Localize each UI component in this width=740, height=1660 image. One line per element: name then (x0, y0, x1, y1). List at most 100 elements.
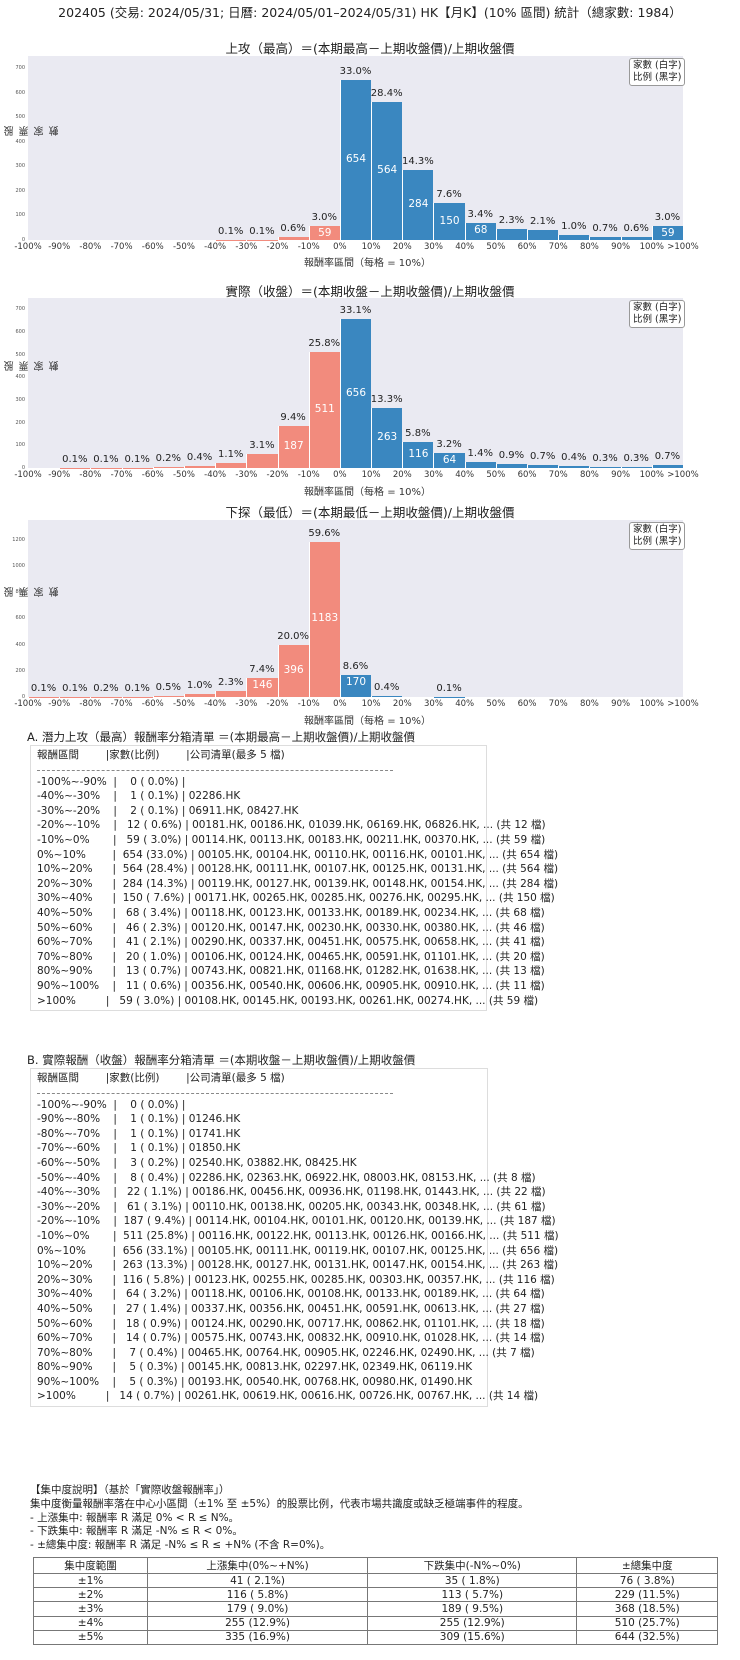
bar (527, 464, 559, 468)
list-item: 40%~50% | 68 ( 3.4%) | 00118.HK, 00123.H… (37, 906, 545, 919)
notes-heading: 【集中度說明】（基於「實際收盤報酬率」） (30, 1484, 230, 1496)
list-item: -20%~-10% | 12 ( 0.6%) | 00181.HK, 00186… (37, 819, 546, 832)
y-tick: 200 (15, 187, 25, 194)
bar: 64 (433, 453, 465, 468)
x-tick: 20% (392, 470, 412, 480)
bar-percent-label: 2.3% (218, 677, 244, 689)
x-tick: -10% (297, 242, 320, 252)
y-tick: 600 (15, 615, 25, 622)
legend-ratio-label: 比例 (黑字) (633, 536, 682, 547)
x-tick: -30% (235, 699, 258, 709)
x-tick: 60% (517, 470, 537, 480)
bar (651, 464, 683, 468)
bar: 150 (433, 203, 465, 240)
list-item: 70%~80% | 20 ( 1.0%) | 00106.HK, 00124.H… (37, 950, 545, 963)
list-item: 50%~60% | 18 ( 0.9%) | 00124.HK, 00290.H… (37, 1317, 545, 1330)
bar: 511 (308, 352, 340, 468)
bar-percent-label: 0.1% (218, 225, 244, 237)
list-item: 60%~70% | 41 ( 2.1%) | 00290.HK, 00337.H… (37, 936, 545, 949)
y-tick: 400 (15, 641, 25, 648)
y-tick: 0 (21, 237, 25, 243)
y-tick: 200 (15, 419, 25, 426)
bar-percent-label: 3.4% (467, 209, 493, 221)
bar-count: 396 (283, 664, 304, 677)
x-tick: 90% (611, 470, 631, 480)
y-tick: 300 (15, 397, 25, 403)
table-cell: 255 (12.9%) (146, 1615, 369, 1631)
bar (215, 239, 247, 241)
legend-ratio-label: 比例 (黑字) (633, 314, 682, 325)
bar (152, 695, 184, 697)
x-tick: 80% (579, 470, 599, 480)
bar: 284 (402, 170, 434, 240)
list-item: 30%~40% | 150 ( 7.6%) | 00171.HK, 00265.… (37, 892, 555, 905)
bar-percent-label: 59.6% (308, 527, 341, 539)
x-tick: -40% (204, 470, 227, 480)
section-b-list: 報酬區間 |家數(比例) |公司清單(最多 5 檔) -100%~-90% | … (30, 1068, 559, 1408)
x-tick: 20% (392, 699, 412, 709)
bar (246, 454, 278, 468)
notes-desc: 集中度衡量報酬率落在中心小區間（±1% 至 ±5%）的股票比例，代表市場共識度或… (30, 1497, 529, 1510)
bar: 146 (246, 677, 278, 697)
list-item: 90%~100% | 5 ( 0.3%) | 00193.HK, 00540.H… (37, 1375, 473, 1388)
bar-percent-label: 0.1% (30, 682, 57, 694)
bar-percent-label: 0.1% (124, 682, 150, 694)
list-item: 90%~100% | 11 ( 0.6%) | 00356.HK, 00540.… (37, 979, 545, 992)
bar-count: 284 (408, 198, 429, 211)
table-cell: 255 (12.9%) (367, 1615, 578, 1631)
list-item: 0%~10% | 654 (33.0%) | 00105.HK, 00104.H… (37, 848, 559, 861)
table-cell: ±2% (33, 1587, 148, 1603)
x-axis-label: 報酬率區間（每格 = 10%） (304, 716, 431, 727)
bar-count: 656 (345, 386, 366, 399)
x-tick: -10% (297, 699, 320, 709)
list-item: -30%~-20% | 61 ( 3.1%) | 00110.HK, 00138… (37, 1200, 546, 1213)
x-tick: -90% (48, 242, 71, 252)
x-tick: -60% (141, 699, 164, 709)
x-tick: 30% (424, 242, 443, 252)
x-tick: -60% (141, 242, 164, 252)
bar (527, 229, 559, 240)
bar-percent-label: 0.1% (124, 453, 150, 465)
y-tick: 0 (21, 465, 25, 471)
table-cell: ±3% (33, 1601, 148, 1617)
bar: 59 (308, 225, 340, 240)
table-cell: 644 (32.5%) (576, 1629, 718, 1645)
bar-count: 150 (439, 214, 460, 227)
section-b-title: B. 實際報酬（收盤）報酬率分箱清單 ＝(本期收盤－上期收盤價)/上期收盤價 (27, 1053, 416, 1067)
bar (589, 236, 621, 240)
y-tick: 700 (15, 65, 25, 72)
bar-percent-label: 7.6% (436, 189, 462, 201)
bar-percent-label: 7.4% (249, 663, 275, 675)
list-item: 40%~50% | 27 ( 1.4%) | 00337.HK, 00356.H… (37, 1302, 545, 1315)
list-item: 10%~20% | 564 (28.4%) | 00128.HK, 00111.… (37, 863, 559, 876)
legend-count-label: 家數 (白字) (633, 60, 682, 71)
x-tick: 20% (392, 242, 412, 252)
table-cell: ±5% (33, 1629, 148, 1645)
y-tick: 0 (21, 694, 25, 700)
x-tick: -80% (79, 699, 102, 709)
x-tick: 50% (486, 242, 506, 252)
y-tick: 100 (15, 212, 25, 219)
x-tick: -50% (172, 699, 195, 709)
table-cell: 116 ( 5.8%) (146, 1587, 369, 1603)
x-tick: 70% (548, 699, 568, 709)
bar: 654 (339, 79, 372, 240)
bar (558, 466, 590, 468)
x-tick: 70% (548, 242, 568, 252)
bar (620, 466, 652, 468)
bar-count: 170 (345, 675, 366, 688)
bar (464, 461, 496, 468)
bar (90, 467, 122, 469)
chart-legend: 家數 (白字) 比例 (黑字) (629, 522, 686, 550)
y-tick: 500 (15, 351, 25, 358)
bar-percent-label: 1.0% (561, 221, 587, 233)
list-item: 60%~70% | 14 ( 0.7%) | 00575.HK, 00743.H… (37, 1332, 545, 1345)
table-row: ±1% 41 ( 2.1%) 35 ( 1.8%) 76 ( 3.8%) (33, 1572, 718, 1589)
x-tick: -90% (48, 470, 71, 480)
table-cell: 113 ( 5.7%) (367, 1587, 578, 1603)
list-item: >100% | 14 ( 0.7%) | 00261.HK, 00619.HK,… (37, 1390, 539, 1403)
bar-percent-label: 0.1% (93, 453, 119, 465)
list-header: 報酬區間 |家數(比例) |公司清單(最多 5 檔) (37, 1072, 285, 1084)
list-item: 30%~40% | 64 ( 3.2%) | 00118.HK, 00106.H… (37, 1288, 545, 1301)
bar: 564 (371, 101, 403, 240)
